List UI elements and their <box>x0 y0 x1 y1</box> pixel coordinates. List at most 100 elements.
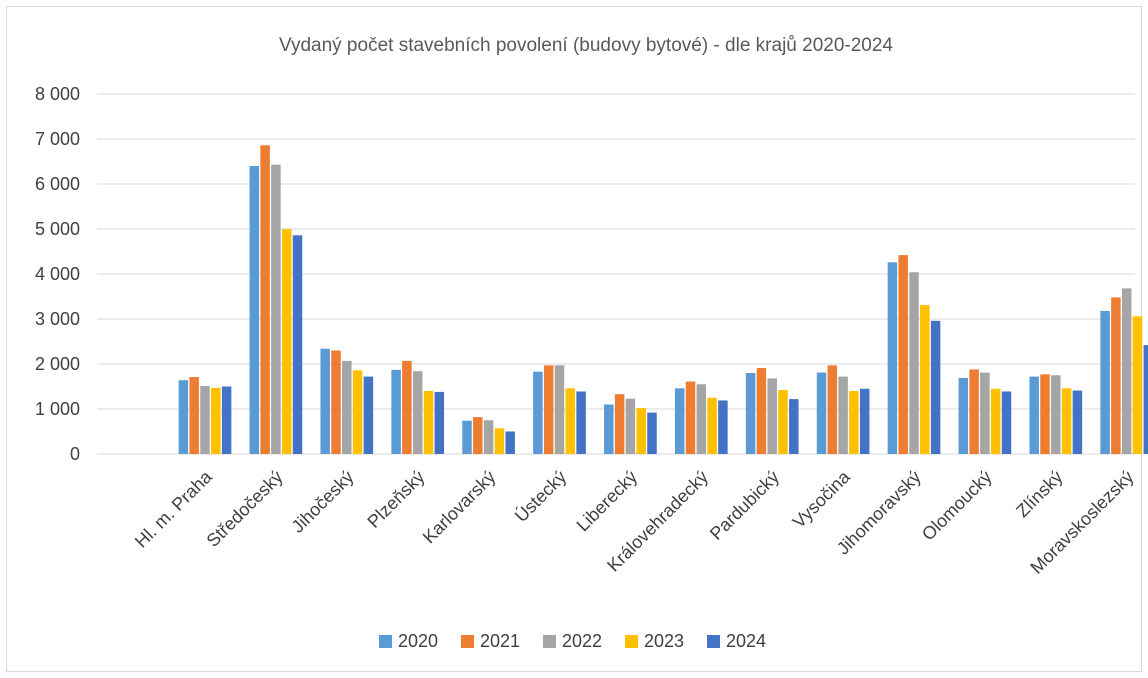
x-category-label: Středočeský <box>203 467 287 551</box>
legend: 2020 2021 2022 2023 2024 <box>379 631 766 651</box>
legend-swatch <box>543 635 556 648</box>
legend-swatch <box>461 635 474 648</box>
bar-2022 <box>1051 375 1061 454</box>
y-tick-label: 1 000 <box>35 399 80 419</box>
y-tick-label: 2 000 <box>35 354 80 374</box>
bar-2023 <box>1132 316 1143 454</box>
bar-group <box>674 381 728 454</box>
bar-group <box>1100 288 1148 454</box>
x-category-label: Vysočina <box>789 466 855 532</box>
bar-group <box>958 369 1012 454</box>
chart-title: Vydaný počet stavebních povolení (budovy… <box>279 35 893 56</box>
bar-2023 <box>778 390 788 454</box>
legend-label: 2020 <box>398 631 438 651</box>
bar-2021 <box>827 365 838 454</box>
x-category-label: Olomoucký <box>918 467 996 545</box>
bar-2021 <box>685 381 696 454</box>
bar-2020 <box>320 348 330 454</box>
y-tick-label: 6 000 <box>35 174 80 194</box>
bar-2020 <box>674 388 685 454</box>
legend-label: 2024 <box>726 631 766 651</box>
y-tick-label: 8 000 <box>35 84 80 104</box>
bar-2022 <box>909 272 919 454</box>
bar-2024 <box>434 391 445 454</box>
bar-2023 <box>920 305 930 454</box>
bar-2024 <box>1143 345 1148 454</box>
bar-2022 <box>767 378 777 454</box>
bar-2023 <box>494 428 505 454</box>
legend-label: 2021 <box>480 631 520 651</box>
bar-group <box>1029 374 1083 454</box>
bar-2023 <box>423 391 434 454</box>
bar-2021 <box>473 417 483 454</box>
bar-2020 <box>249 166 260 454</box>
bar-2023 <box>849 391 859 454</box>
y-tick-label: 5 000 <box>35 219 80 239</box>
bar-2023 <box>707 397 717 454</box>
bar-2022 <box>271 164 281 454</box>
bar-2024 <box>576 391 586 454</box>
bar-group <box>533 365 586 454</box>
bar-2020 <box>887 262 898 454</box>
y-tick-label: 7 000 <box>35 129 80 149</box>
bar-2021 <box>969 369 979 454</box>
bar-2021 <box>402 360 412 454</box>
bar-2021 <box>614 394 625 454</box>
x-category-label: Plzeňský <box>363 467 428 532</box>
bar-2023 <box>352 370 363 454</box>
bar-2022 <box>554 365 565 454</box>
bar-2020 <box>1029 376 1039 454</box>
x-category-label: Liberecký <box>573 467 642 536</box>
bar-group <box>249 145 303 455</box>
bar-2020 <box>533 371 543 454</box>
bar-2024 <box>363 376 374 454</box>
bar-2022 <box>980 372 990 454</box>
bar-2024 <box>221 386 232 454</box>
legend-swatch <box>379 635 392 648</box>
chart-frame <box>6 6 1142 672</box>
bar-2021 <box>543 365 554 454</box>
bar-group <box>816 365 870 454</box>
bar-2020 <box>958 377 969 454</box>
bar-2021 <box>260 145 270 455</box>
bar-2020 <box>178 380 189 454</box>
bar-2022 <box>1121 288 1132 454</box>
bar-2024 <box>1001 391 1012 454</box>
bar-group <box>320 348 374 454</box>
bar-2024 <box>859 388 870 454</box>
bar-2023 <box>990 388 1001 454</box>
bar-2021 <box>898 255 908 454</box>
bar-2021 <box>1040 374 1050 454</box>
bars <box>178 145 1148 455</box>
bar-2020 <box>604 404 614 454</box>
x-category-label: Ústecký <box>510 466 570 526</box>
bar-2020 <box>816 372 827 454</box>
x-category-label: Karlovarský <box>419 467 500 548</box>
bar-2022 <box>412 371 423 454</box>
bar-2020 <box>391 369 401 454</box>
bar-group <box>604 394 657 454</box>
bar-group <box>462 417 515 454</box>
bar-2022 <box>696 384 707 454</box>
bar-2024 <box>647 412 657 454</box>
bar-2022 <box>483 420 494 454</box>
bar-2024 <box>718 400 728 454</box>
bar-group <box>887 255 941 454</box>
bar-2021 <box>1111 297 1121 454</box>
bar-2022 <box>625 398 636 454</box>
y-tick-label: 0 <box>70 444 80 464</box>
bar-2023 <box>636 408 646 454</box>
legend-label: 2023 <box>644 631 684 651</box>
bar-2024 <box>505 431 515 454</box>
bar-2023 <box>211 387 221 454</box>
bar-2024 <box>930 320 941 454</box>
bar-2022 <box>200 386 210 454</box>
bar-2024 <box>1072 390 1083 454</box>
x-category-label: Jihočeský <box>288 467 358 537</box>
y-axis-ticks: 0 1 000 2 000 3 000 4 000 5 000 6 000 7 000 8 00… <box>35 84 80 464</box>
y-tick-label: 3 000 <box>35 309 80 329</box>
bar-2020 <box>745 373 756 454</box>
bar-2020 <box>1100 310 1110 454</box>
